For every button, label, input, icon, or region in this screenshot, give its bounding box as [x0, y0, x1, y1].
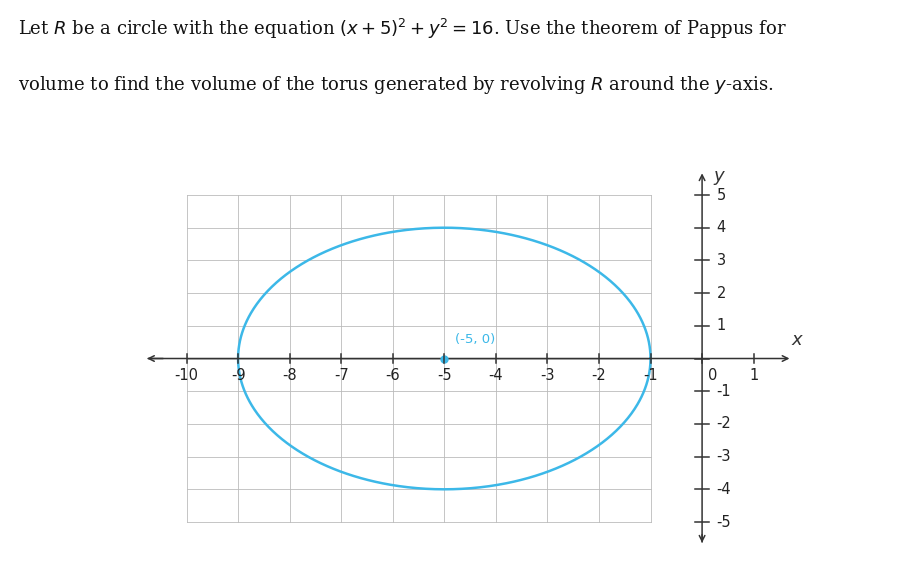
Text: 1: 1	[716, 318, 725, 333]
Text: -3: -3	[540, 368, 554, 383]
Text: -8: -8	[282, 368, 296, 383]
Text: 3: 3	[716, 253, 725, 268]
Text: $x$: $x$	[790, 331, 803, 349]
Text: -5: -5	[436, 368, 452, 383]
Text: -1: -1	[643, 368, 657, 383]
Text: (-5, 0): (-5, 0)	[454, 333, 494, 346]
Text: 5: 5	[716, 187, 725, 203]
Text: -5: -5	[716, 514, 731, 529]
Text: -10: -10	[174, 368, 199, 383]
Text: 1: 1	[749, 368, 758, 383]
Text: -3: -3	[716, 449, 731, 464]
Text: -2: -2	[591, 368, 606, 383]
Text: -7: -7	[333, 368, 349, 383]
Text: -9: -9	[230, 368, 245, 383]
Text: -1: -1	[716, 384, 731, 399]
Text: $y$: $y$	[712, 169, 726, 187]
Text: volume to find the volume of the torus generated by revolving $R$ around the $y$: volume to find the volume of the torus g…	[18, 74, 773, 96]
Text: Let $R$ be a circle with the equation $(x + 5)^2 + y^2 = 16$. Use the theorem of: Let $R$ be a circle with the equation $(…	[18, 17, 787, 41]
Text: -4: -4	[716, 482, 731, 497]
Text: -6: -6	[385, 368, 400, 383]
Text: 0: 0	[707, 368, 717, 383]
Text: 2: 2	[716, 286, 725, 300]
Text: -2: -2	[716, 416, 731, 432]
Text: -4: -4	[488, 368, 503, 383]
Text: 4: 4	[716, 220, 725, 235]
